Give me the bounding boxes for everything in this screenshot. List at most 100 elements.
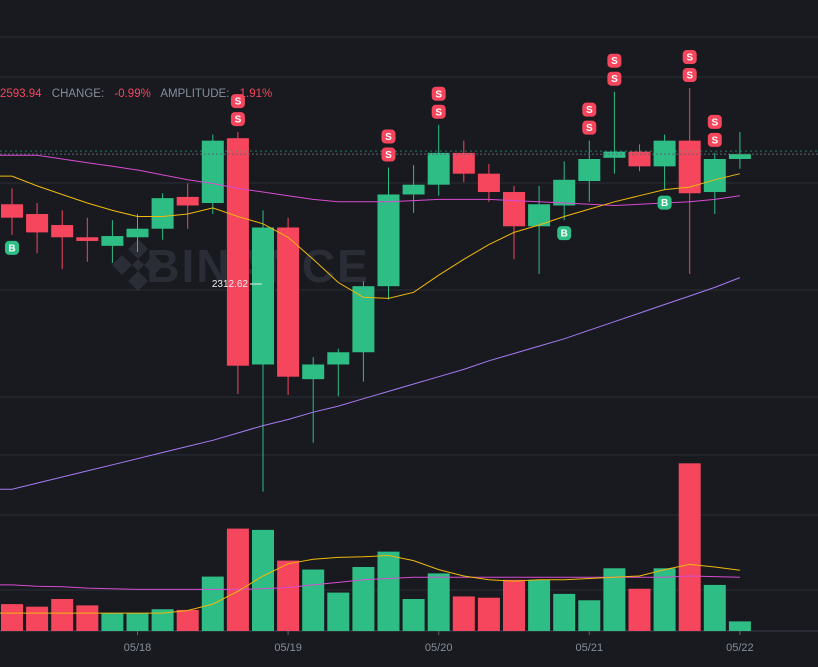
signal-badge-letter: B bbox=[661, 198, 668, 209]
signal-badge-bg bbox=[431, 86, 446, 101]
candle-body bbox=[352, 286, 375, 353]
signal-badge-bg bbox=[707, 132, 722, 147]
x-tick-label: 05/18 bbox=[124, 642, 152, 654]
candle-body bbox=[1, 204, 23, 218]
candle-body bbox=[503, 192, 525, 227]
candle bbox=[503, 185, 525, 260]
buy-signal-badge: B bbox=[557, 226, 572, 241]
volume-bar bbox=[678, 463, 701, 631]
volume-bar bbox=[578, 600, 601, 631]
candle-body bbox=[653, 140, 676, 167]
candle-body bbox=[728, 154, 751, 159]
signal-badge-bg bbox=[582, 120, 597, 135]
candle bbox=[126, 214, 149, 252]
change-label: CHANGE: bbox=[52, 88, 104, 100]
signal-badge-letter: S bbox=[686, 71, 693, 82]
volume-bar bbox=[402, 599, 425, 631]
close-value: 2593.94 bbox=[0, 88, 42, 100]
signal-badge-bg bbox=[381, 129, 396, 144]
candle-body bbox=[126, 228, 149, 238]
ma-mid-line bbox=[0, 154, 740, 207]
sell-signal-badge: S bbox=[707, 132, 722, 147]
sell-signal-badge: S bbox=[607, 71, 622, 86]
candle-body bbox=[226, 138, 249, 366]
volume-bar bbox=[226, 528, 249, 631]
signal-badge-bg bbox=[682, 50, 697, 65]
candle-body bbox=[151, 198, 174, 229]
candle-body bbox=[176, 196, 199, 206]
low-price-marker: 2312.62 bbox=[212, 279, 262, 290]
x-tick-label: 05/22 bbox=[726, 642, 754, 654]
volume-bar bbox=[377, 551, 400, 631]
candle bbox=[377, 167, 400, 300]
candle-body bbox=[628, 151, 651, 167]
candle-body bbox=[427, 152, 450, 185]
signal-badge-bg bbox=[607, 71, 622, 86]
candle-body bbox=[76, 237, 99, 241]
sell-signal-badge: S bbox=[582, 102, 597, 117]
volume-bar bbox=[352, 567, 375, 631]
signal-badge-letter: B bbox=[8, 243, 15, 254]
candle bbox=[703, 152, 726, 215]
volume-bar bbox=[603, 568, 626, 631]
ma-slow-line bbox=[0, 277, 741, 490]
sell-signal-badge: S bbox=[230, 94, 245, 109]
candle bbox=[26, 203, 49, 254]
candle bbox=[678, 88, 701, 274]
volume-bar bbox=[703, 584, 726, 631]
x-tick-label: 05/20 bbox=[425, 642, 453, 654]
volume-bar bbox=[503, 579, 525, 631]
candle-body bbox=[402, 184, 425, 195]
signal-badge-letter: S bbox=[435, 107, 442, 118]
x-tick-label: 05/19 bbox=[274, 642, 302, 654]
binance-logo bbox=[112, 239, 164, 291]
sell-signal-badge: S bbox=[381, 147, 396, 162]
signal-badge-bg bbox=[557, 226, 572, 241]
sell-signal-badge: S bbox=[381, 129, 396, 144]
candle bbox=[51, 210, 74, 270]
sell-signal-badge: S bbox=[431, 104, 446, 119]
signal-badge-bg bbox=[381, 147, 396, 162]
candle-body bbox=[51, 225, 74, 238]
volume-bar bbox=[528, 579, 551, 631]
candle bbox=[302, 357, 325, 443]
candle bbox=[277, 217, 300, 396]
sell-signal-badge: S bbox=[431, 86, 446, 101]
candle bbox=[226, 132, 249, 394]
volume-bar bbox=[327, 592, 350, 631]
candle bbox=[653, 134, 676, 190]
ma-fast-line bbox=[0, 173, 741, 299]
candle bbox=[427, 124, 450, 196]
volume-bar bbox=[553, 593, 576, 631]
candle bbox=[176, 183, 199, 229]
candle bbox=[1, 188, 23, 235]
volume-bar bbox=[628, 588, 651, 631]
signal-badge-letter: S bbox=[385, 150, 392, 161]
x-tick-label: 05/21 bbox=[576, 642, 604, 654]
candle bbox=[252, 210, 274, 492]
volume-bar bbox=[51, 599, 74, 631]
candle bbox=[728, 132, 751, 169]
sell-signal-badge: S bbox=[230, 112, 245, 127]
signal-badge-bg bbox=[607, 53, 622, 68]
candle bbox=[452, 140, 475, 183]
candle-body bbox=[277, 227, 300, 377]
volume-bar bbox=[101, 613, 124, 631]
volume-bar bbox=[452, 596, 475, 631]
buy-signal-badge: B bbox=[5, 240, 19, 255]
low-price-label: 2312.62 bbox=[212, 279, 249, 290]
volume-bar bbox=[252, 529, 274, 631]
signal-badge-bg bbox=[582, 102, 597, 117]
amplitude-label: AMPLITUDE: bbox=[160, 88, 229, 100]
volume-ma-fast-line bbox=[0, 554, 740, 614]
sell-signal-badge: S bbox=[682, 68, 697, 83]
signal-badge-letter: S bbox=[611, 56, 618, 67]
candle-body bbox=[603, 151, 626, 158]
change-value: -0.99% bbox=[114, 88, 150, 100]
signal-badge-letter: S bbox=[235, 97, 242, 108]
amplitude-value: 1.91% bbox=[240, 88, 273, 100]
signal-badge-bg bbox=[682, 68, 697, 83]
